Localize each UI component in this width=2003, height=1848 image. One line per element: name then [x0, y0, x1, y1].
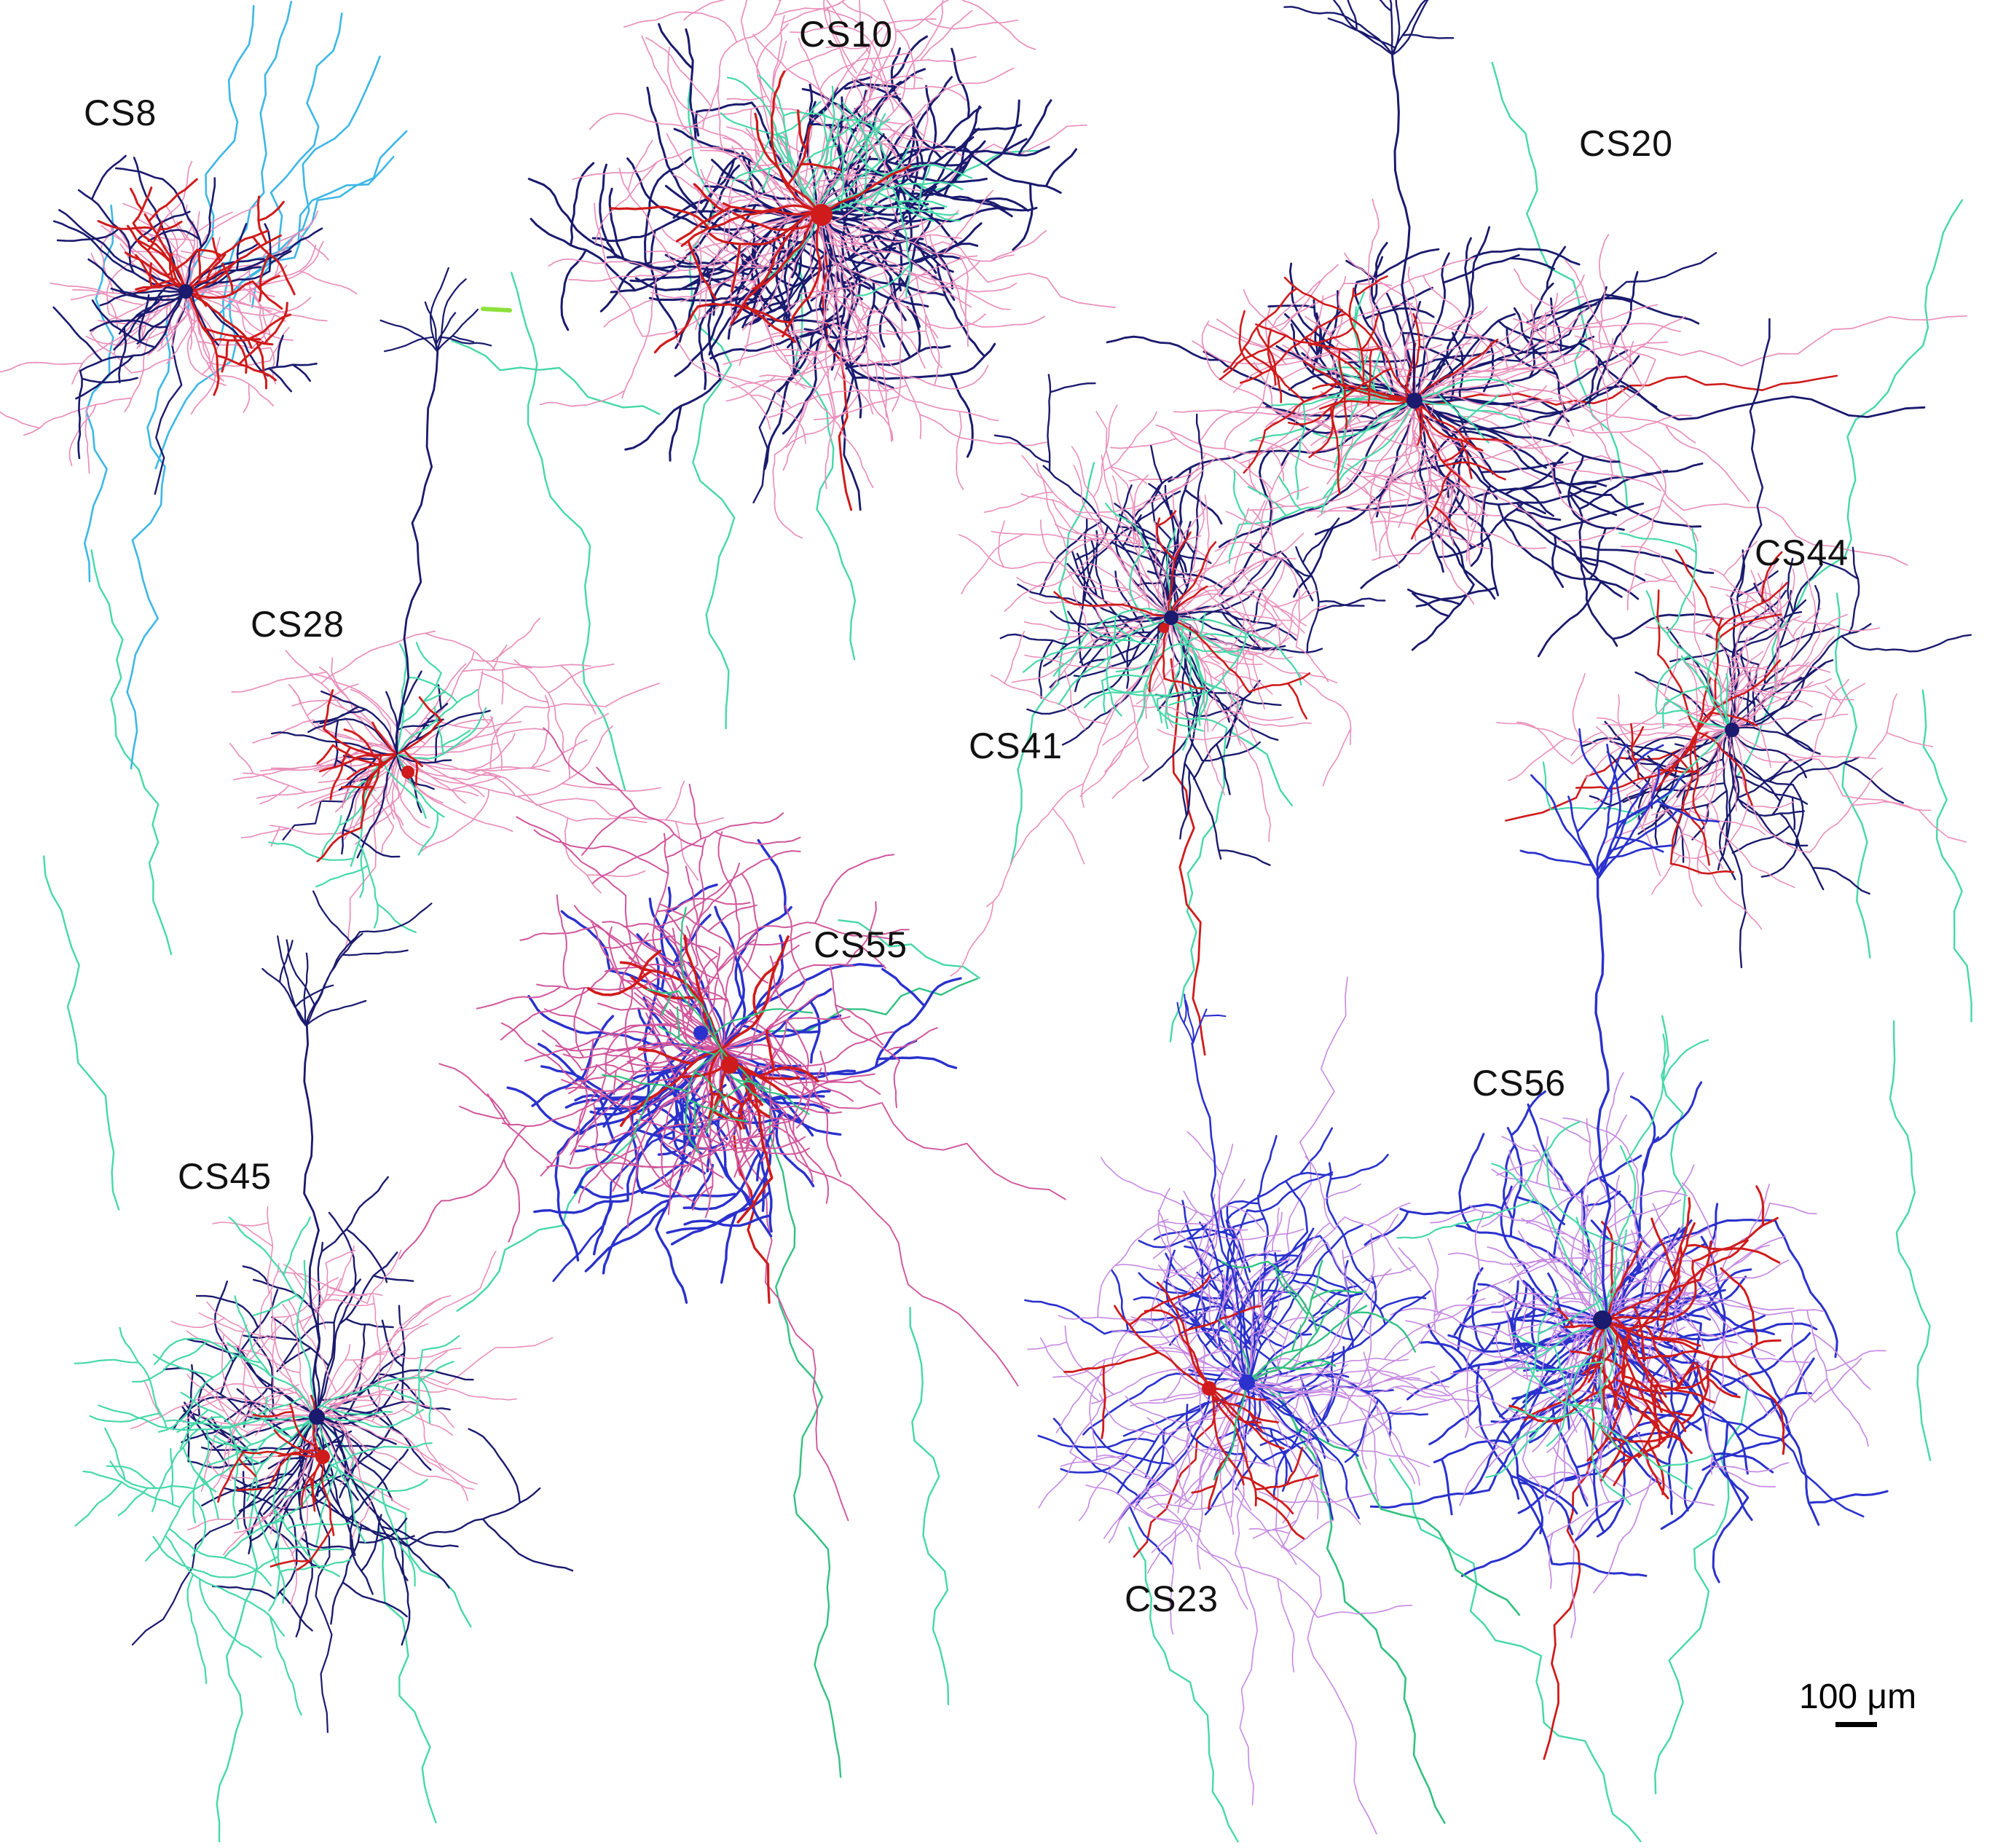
neuron-label-cs55: CS55 [814, 924, 908, 965]
soma-cs23 [1202, 1381, 1216, 1396]
soma-cs44 [1725, 723, 1739, 737]
soma-cs8 [178, 284, 193, 299]
soma-cs41 [1164, 610, 1178, 625]
neuron-label-cs28: CS28 [251, 604, 345, 645]
scale-bar-line [1835, 1722, 1877, 1727]
neuron-label-cs23: CS23 [1125, 1578, 1219, 1619]
soma-cs23 [1239, 1375, 1255, 1391]
neuron-label-cs10: CS10 [799, 14, 894, 55]
scale-bar: 100 μm [1799, 1677, 1917, 1727]
soma-cs55 [721, 1056, 739, 1074]
soma-cs41 [1159, 623, 1169, 633]
neuron-label-cs56: CS56 [1472, 1063, 1567, 1104]
soma-cs10 [811, 204, 833, 226]
neuron-label-cs8: CS8 [84, 93, 157, 133]
scale-bar-label: 100 μm [1799, 1678, 1917, 1716]
soma-cs55 [693, 1026, 708, 1040]
neuron-label-cs44: CS44 [1755, 532, 1849, 573]
neuron-label-cs45: CS45 [178, 1156, 272, 1197]
neuron-label-cs41: CS41 [969, 726, 1063, 766]
soma-cs20 [1406, 393, 1422, 409]
soma-cs28 [401, 766, 414, 779]
soma-cs45 [309, 1409, 325, 1425]
soma-cs45 [315, 1450, 330, 1464]
soma-cs56 [1593, 1310, 1612, 1329]
neuron-label-cs20: CS20 [1579, 123, 1674, 164]
